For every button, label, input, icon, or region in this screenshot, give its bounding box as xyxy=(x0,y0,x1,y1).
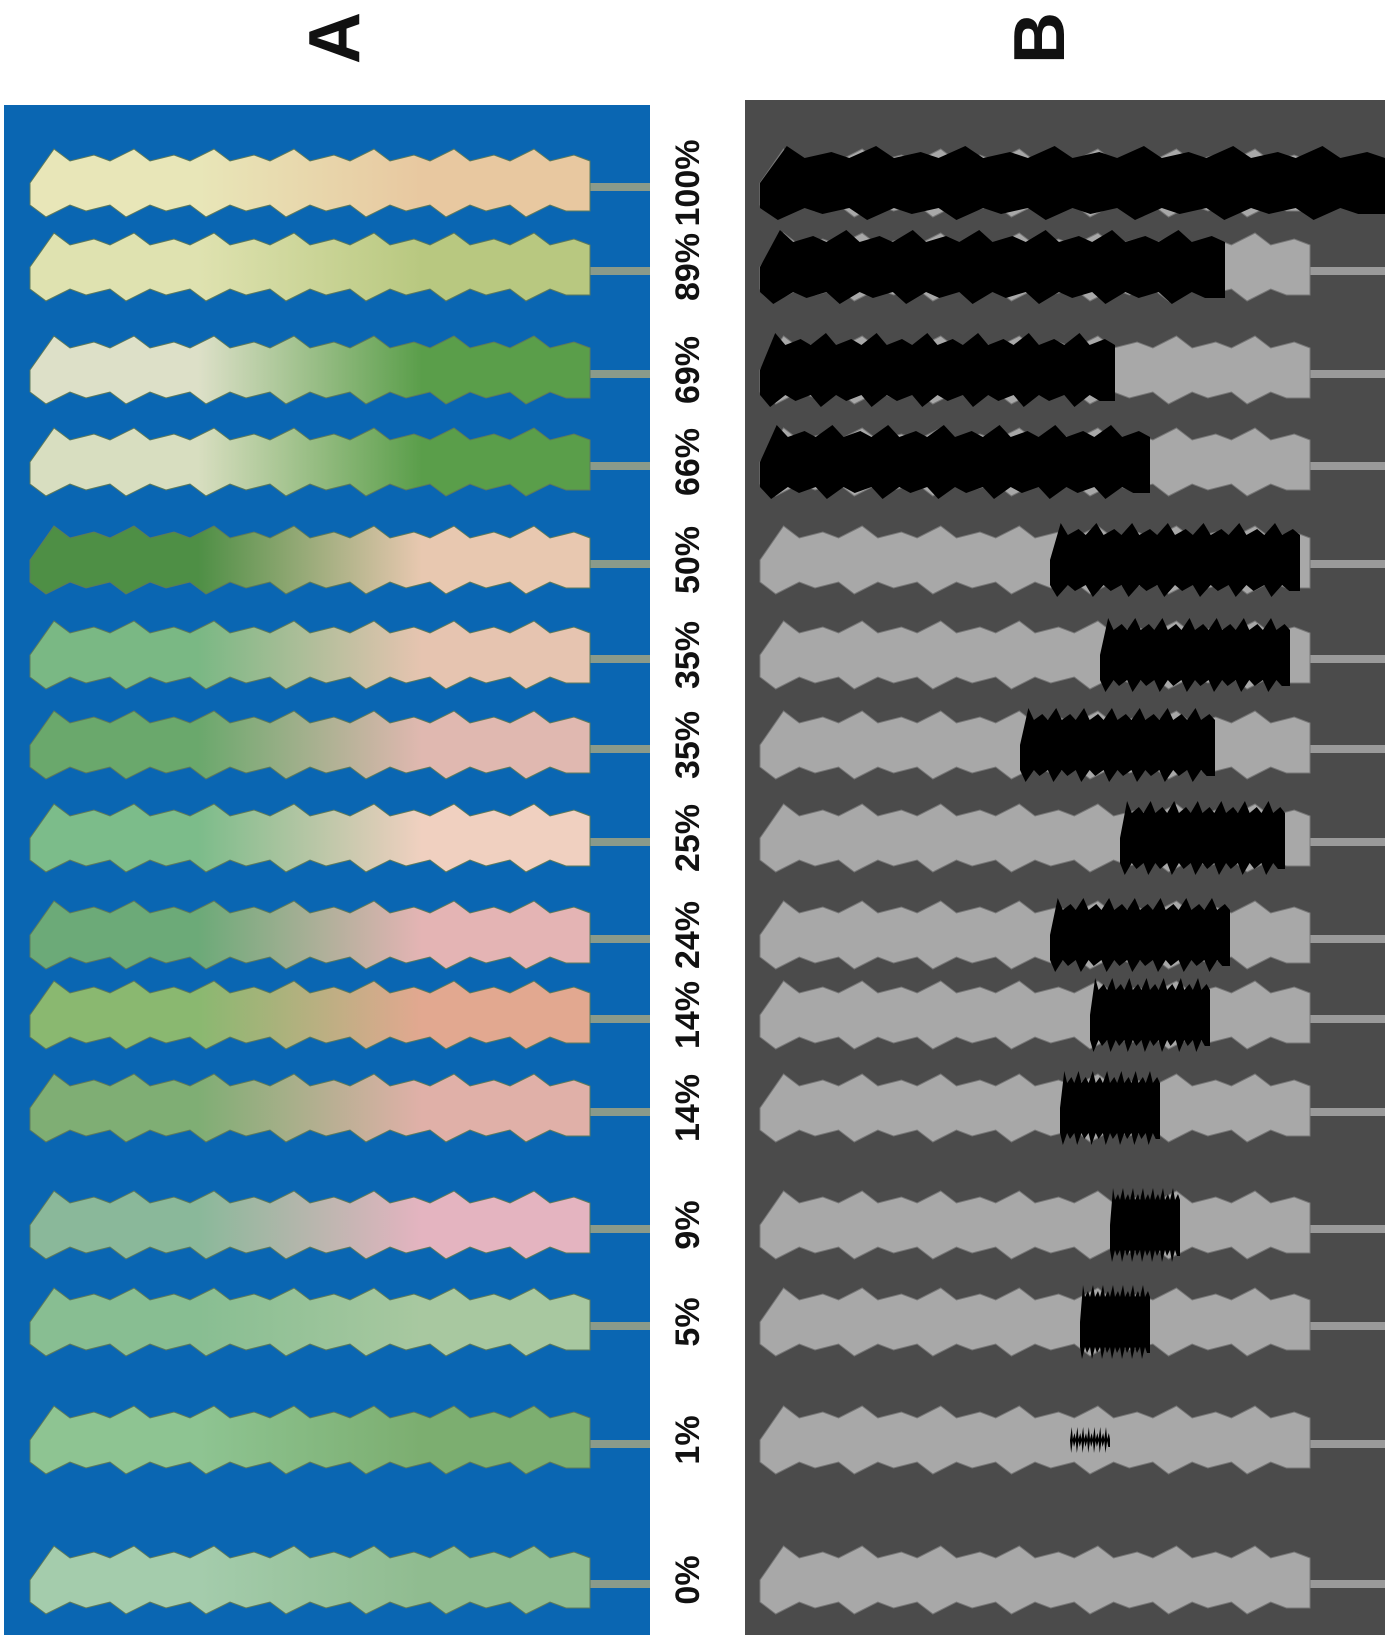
severity-label: 5% xyxy=(669,1297,707,1346)
severity-label: 24% xyxy=(669,901,707,969)
panel-label: A xyxy=(295,12,375,64)
severity-label: 0% xyxy=(669,1555,707,1604)
severity-label: 25% xyxy=(669,804,707,872)
severity-label: 66% xyxy=(669,428,707,496)
severity-label: 1% xyxy=(669,1415,707,1464)
figure: A B 100% 89% 69% 66% 50% 35% 35% 25% 24% 14% 14% 9%… xyxy=(0,0,1392,1639)
severity-label: 50% xyxy=(669,526,707,594)
severity-label: 35% xyxy=(669,711,707,779)
severity-label: 100% xyxy=(669,140,707,227)
severity-label: 14% xyxy=(669,981,707,1049)
severity-label: 35% xyxy=(669,621,707,689)
severity-label: 69% xyxy=(669,336,707,404)
severity-label: 9% xyxy=(669,1200,707,1249)
panel-a-background xyxy=(4,105,650,1635)
panel-label: B xyxy=(1000,12,1080,64)
severity-label: 89% xyxy=(669,233,707,301)
severity-label: 14% xyxy=(669,1074,707,1142)
panel-b-background xyxy=(745,100,1385,1635)
